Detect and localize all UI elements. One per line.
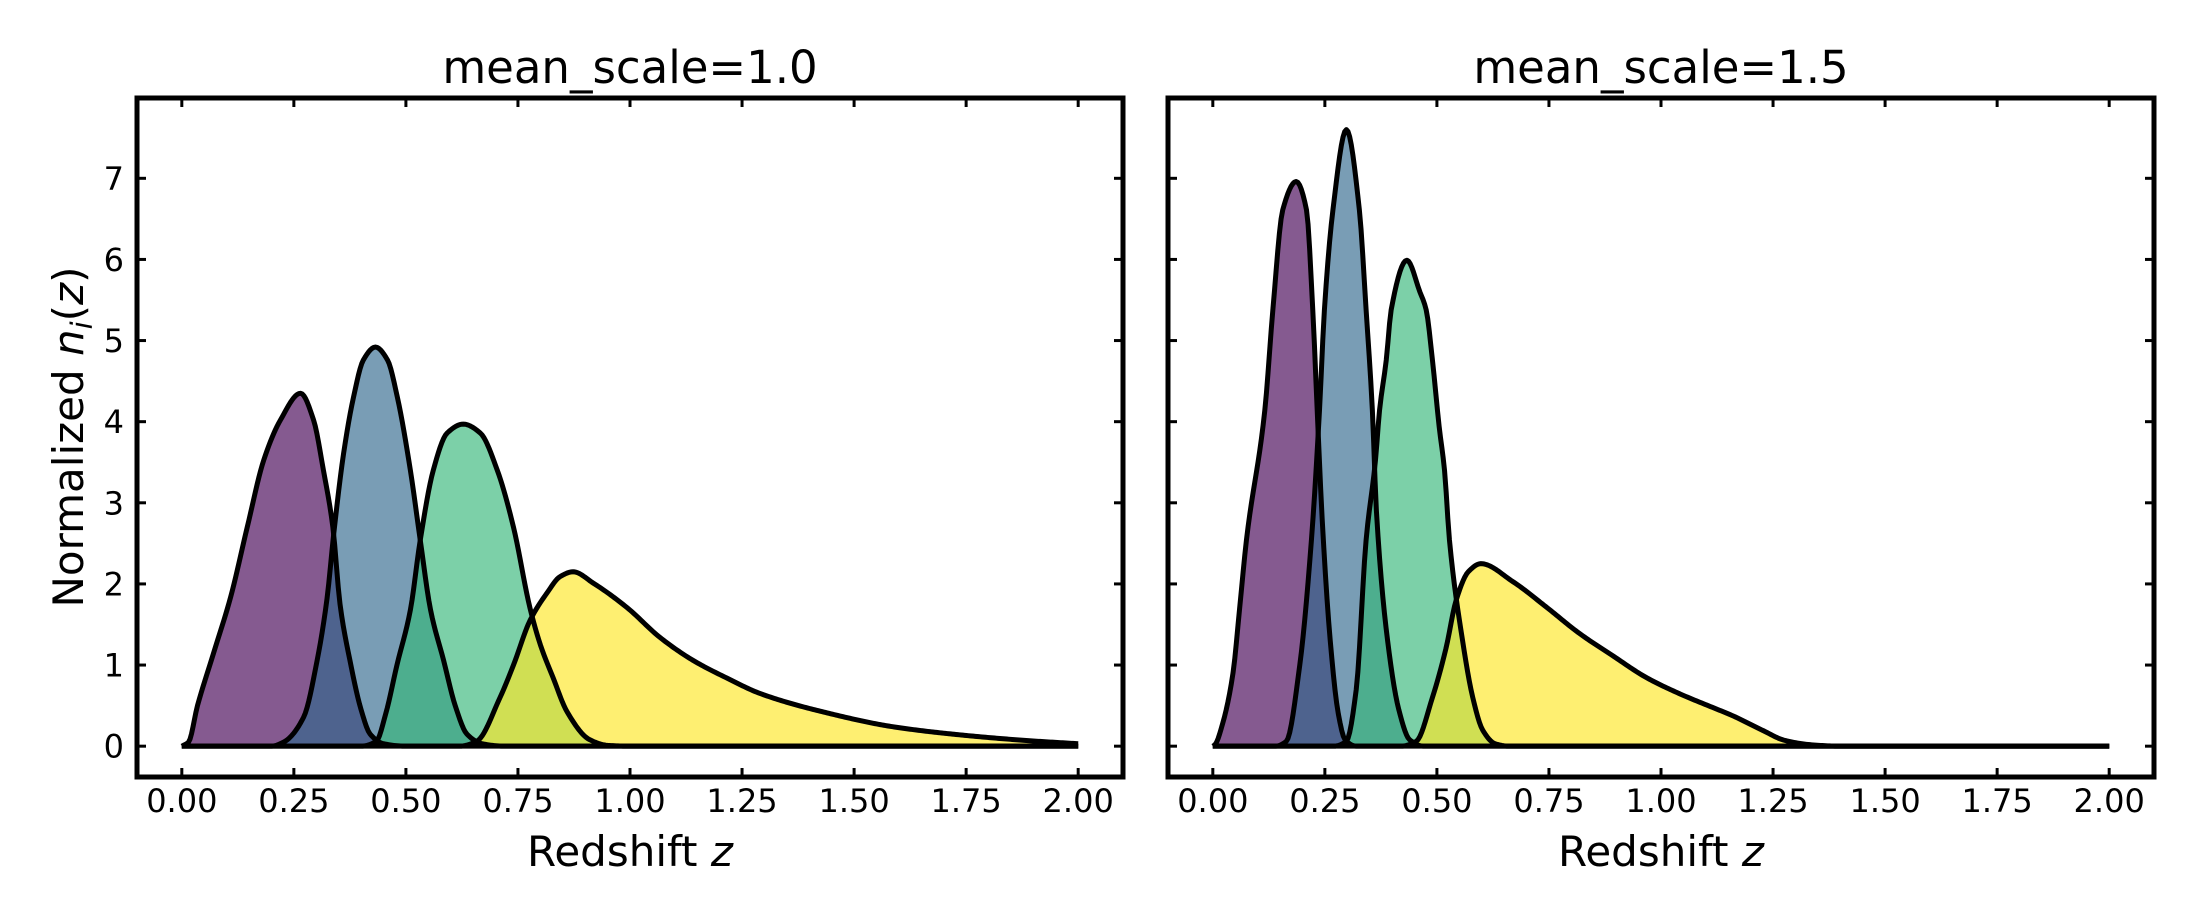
x-tick-label: 1.50: [818, 782, 889, 820]
x-tick-label: 2.00: [1043, 782, 1114, 820]
y-axis-label-subscript: i: [65, 321, 99, 329]
y-axis-label: Normalized ni(z): [44, 266, 99, 607]
series-4-fill: [1212, 563, 2110, 747]
x-tick-label: 1.75: [931, 782, 1002, 820]
x-axis-label-text: Redshift: [1558, 827, 1742, 876]
x-tick-label: 0.75: [1513, 782, 1584, 820]
x-tick-label: 1.50: [1849, 782, 1920, 820]
y-axis-label-argument: z: [44, 282, 93, 306]
x-tick-label: 0.50: [370, 782, 441, 820]
x-tick-label: 1.75: [1962, 782, 2033, 820]
panel-title: mean_scale=1.5: [1473, 41, 1848, 94]
panel-title: mean_scale=1.0: [442, 41, 817, 94]
axes-layer: 0.00 0.25 0.50 0.75 1.00 1.25 1.50 1.75 2.00: [1165, 95, 2157, 820]
x-tick-label: 1.00: [1625, 782, 1696, 820]
y-axis-label-symbol: n: [44, 329, 93, 356]
series-4-fill: [181, 571, 1079, 747]
series-2-fill: [1212, 129, 2110, 747]
series-3-fill: [181, 424, 1079, 747]
axes-frame: [134, 95, 1126, 780]
y-axis-label-open-paren: (: [44, 305, 93, 321]
x-axis-label-symbol: z: [710, 827, 734, 876]
panel-mean-scale-1-5: mean_scale=1.5 0.00 0.25 0.50 0.75 1.00 1.25 1…: [1165, 41, 2157, 876]
x-tick-label: 1.00: [594, 782, 665, 820]
y-tick-label: 4: [104, 403, 124, 441]
y-tick-label: 6: [104, 241, 124, 279]
axes-frame: [1165, 95, 2157, 780]
y-tick-label: 1: [104, 647, 124, 685]
x-tick-label: 2.00: [2074, 782, 2145, 820]
series-layer: [1211, 127, 2110, 749]
x-tick-label: 0.25: [1289, 782, 1360, 820]
y-axis-label-close-paren: ): [44, 266, 93, 282]
y-tick-label: 5: [104, 322, 124, 360]
y-tick-label: 7: [104, 160, 124, 198]
y-axis-label-text: Normalized: [44, 356, 93, 608]
x-tick-label: 1.25: [1737, 782, 1808, 820]
series-3-fill: [1212, 260, 2110, 747]
x-tick-label: 0.00: [1177, 782, 1248, 820]
x-tick-label: 1.25: [706, 782, 777, 820]
x-axis-label-symbol: z: [1741, 827, 1765, 876]
x-tick-label: 0.00: [146, 782, 217, 820]
series-4-line: [181, 569, 1079, 749]
x-tick-label: 0.50: [1401, 782, 1472, 820]
x-tick-label: 0.25: [258, 782, 329, 820]
x-axis-label-text: Redshift: [527, 827, 711, 876]
series-4-line: [1212, 561, 2110, 749]
x-axis-label: Redshift z: [1558, 827, 1765, 876]
series-1-fill: [181, 393, 1079, 747]
y-tick-label: 3: [104, 484, 124, 522]
series-layer: [180, 344, 1079, 749]
y-tick-label: 2: [104, 565, 124, 603]
x-tick-label: 0.75: [482, 782, 553, 820]
x-axis-label: Redshift z: [527, 827, 734, 876]
axes-layer: 0.00 0.25 0.50 0.75 1.00 1.25 1.50 1.75 2.00 0 1 2 3…: [104, 95, 1126, 820]
panel-mean-scale-1-0: mean_scale=1.0 0.00 0.25 0.50 0.75 1.00 1.25 1…: [44, 41, 1126, 876]
y-tick-label: 0: [104, 728, 124, 766]
